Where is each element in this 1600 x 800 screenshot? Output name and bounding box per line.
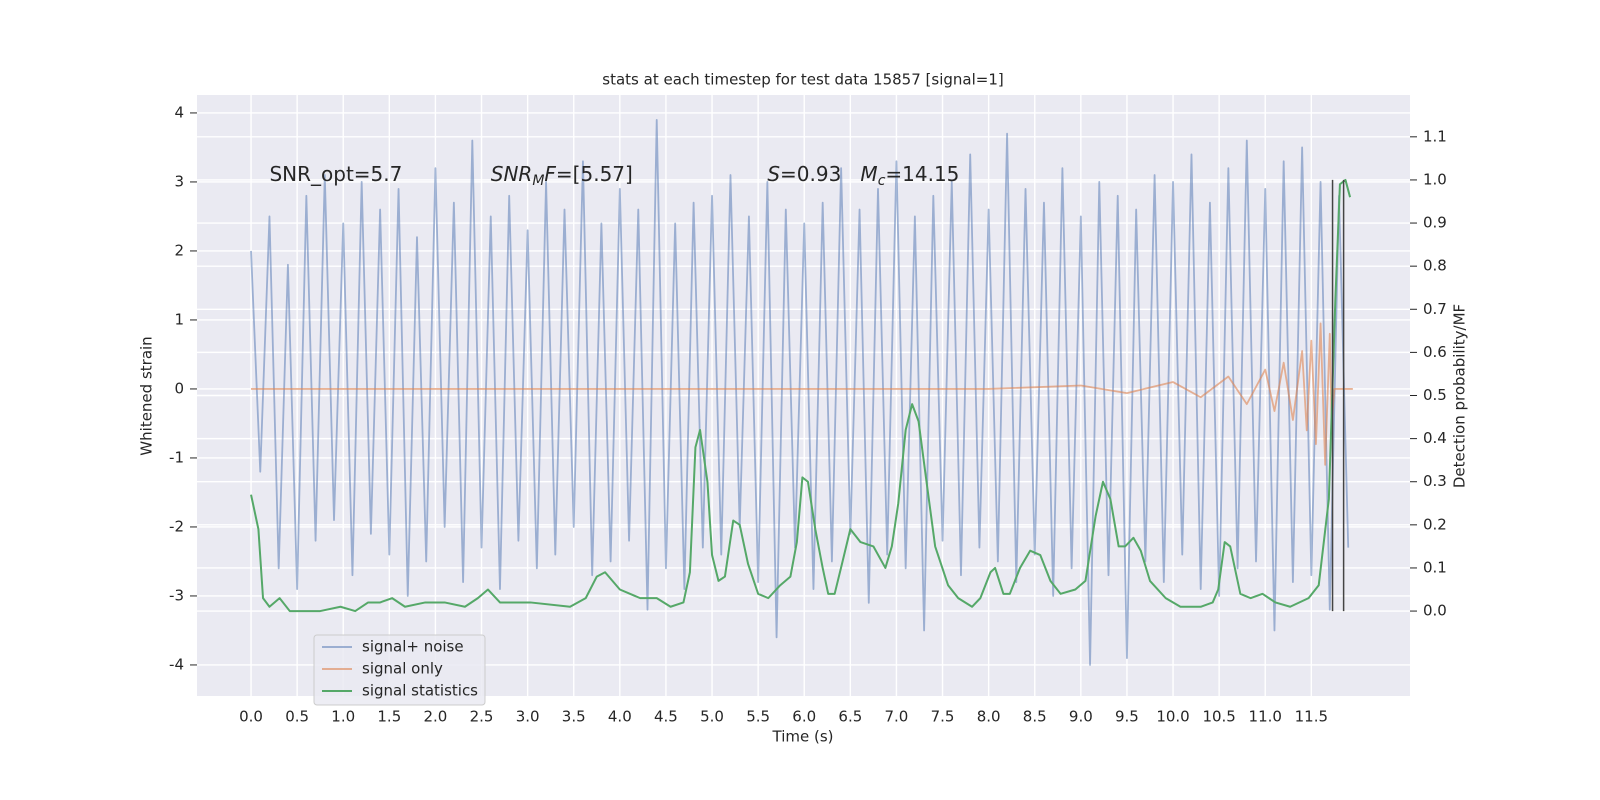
y-tick-label: 1 — [174, 310, 184, 328]
annotation-part: =14.15 — [885, 162, 959, 186]
x-tick-label: 5.0 — [700, 708, 724, 726]
x-tick-label: 3.0 — [516, 708, 540, 726]
x-tick-label: 9.0 — [1069, 708, 1093, 726]
y2-tick-label: 1.0 — [1423, 170, 1447, 188]
annotation-part: SNR — [491, 162, 533, 186]
x-tick-label: 9.5 — [1115, 708, 1139, 726]
annotation-part: F — [544, 162, 556, 186]
x-tick-label: 6.5 — [838, 708, 862, 726]
y2-tick-label: 0.9 — [1423, 214, 1447, 232]
annotation-part: c — [878, 173, 886, 189]
annotation-part: =[5.57] — [556, 162, 633, 186]
x-tick-label: 2.5 — [470, 708, 494, 726]
y-axis-label: Whitened strain — [138, 336, 156, 455]
y-tick-label: 2 — [174, 241, 184, 259]
y-tick-label: 4 — [174, 103, 184, 121]
x-tick-label: 6.0 — [792, 708, 816, 726]
x-tick-label: 11.5 — [1295, 708, 1328, 726]
x-tick-label: 11.0 — [1249, 708, 1282, 726]
y2-tick-label: 0.3 — [1423, 472, 1447, 490]
x-tick-label: 1.0 — [331, 708, 355, 726]
annotation-part: M — [532, 173, 544, 189]
annotation-part: S — [767, 162, 780, 186]
x-tick-label: 7.5 — [931, 708, 955, 726]
annotation-part: M — [860, 162, 877, 186]
legend-label: signal only — [362, 660, 443, 678]
y2-tick-label: 0.1 — [1423, 558, 1447, 576]
y-tick-label: -1 — [169, 448, 184, 466]
y2-tick-label: 0.5 — [1423, 386, 1447, 404]
y2-tick-label: 0.2 — [1423, 515, 1447, 533]
series-line — [250, 118, 1350, 666]
x-tick-label: 10.5 — [1202, 708, 1235, 726]
annotation: SNR_opt=5.7 — [269, 162, 402, 186]
y2-tick-label: 0.0 — [1423, 602, 1447, 620]
y-tick-label: 0 — [174, 379, 184, 397]
series-line — [251, 322, 1353, 466]
x-axis-label: Time (s) — [772, 728, 834, 746]
annotation: S=0.93 Mc=14.15 — [767, 162, 959, 190]
x-tick-label: 8.5 — [1023, 708, 1047, 726]
y2-tick-label: 0.7 — [1423, 300, 1447, 318]
annotation-part: =0.93 — [780, 162, 860, 186]
y2-tick-label: 0.8 — [1423, 257, 1447, 275]
y2-tick-label: 0.6 — [1423, 343, 1447, 361]
annotation-part: SNR_opt=5.7 — [269, 162, 402, 186]
x-tick-label: 4.5 — [654, 708, 678, 726]
x-tick-label: 7.0 — [885, 708, 909, 726]
x-tick-label: 0.5 — [285, 708, 309, 726]
x-tick-label: 2.0 — [424, 708, 448, 726]
legend-box — [313, 634, 486, 706]
y2-tick-label: 1.1 — [1423, 127, 1447, 145]
series-line — [250, 178, 1352, 613]
x-tick-label: 4.0 — [608, 708, 632, 726]
y-tick-label: -2 — [169, 517, 184, 535]
annotation: SNRMF=[5.57] — [491, 162, 633, 190]
x-tick-label: 1.5 — [377, 708, 401, 726]
x-tick-label: 3.5 — [562, 708, 586, 726]
x-tick-label: 10.0 — [1156, 708, 1189, 726]
x-tick-label: 0.0 — [239, 708, 263, 726]
y2-tick-label: 0.4 — [1423, 429, 1447, 447]
y2-axis-label: Detection probability/MF — [1451, 304, 1469, 488]
legend-label: signal+ noise — [362, 638, 464, 656]
legend-label: signal statistics — [362, 682, 478, 700]
y-tick-label: -4 — [169, 655, 184, 673]
x-tick-label: 8.0 — [977, 708, 1001, 726]
x-tick-label: 5.5 — [746, 708, 770, 726]
y-tick-label: -3 — [169, 586, 184, 604]
y-tick-label: 3 — [174, 172, 184, 190]
chart-title: stats at each timestep for test data 158… — [602, 71, 1003, 89]
